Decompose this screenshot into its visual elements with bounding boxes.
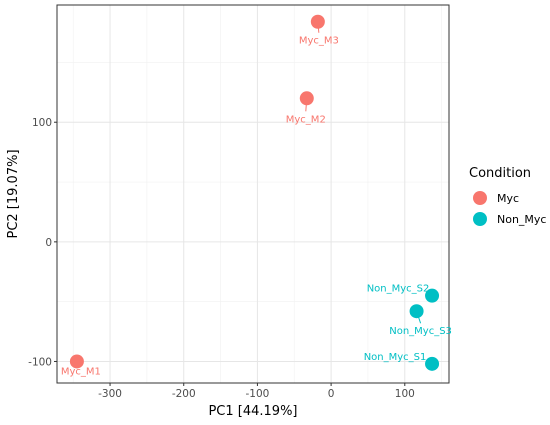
data-point [425, 356, 440, 371]
x-tick-label: 0 [328, 388, 335, 400]
minor-gridlines [57, 5, 449, 383]
x-tick-label: -200 [172, 388, 196, 400]
data-point [299, 91, 314, 106]
y-axis-title: PC2 [19.07%] [6, 149, 21, 238]
legend-title: Condition [469, 166, 531, 181]
y-tick-label: 100 [32, 117, 52, 129]
data-point-label: Non_Myc_S1 [364, 352, 427, 363]
axis-ticks: -300 -200 -100 0 100 -100 0 100 [28, 117, 415, 400]
major-gridlines [57, 5, 449, 383]
legend-key [473, 212, 487, 226]
data-point-label: Myc_M1 [61, 366, 101, 377]
data-points [69, 14, 440, 371]
y-tick-label: 0 [45, 237, 52, 249]
data-point [69, 354, 84, 369]
data-point-label: Myc_M3 [299, 36, 339, 47]
label-leader-lines [305, 21, 422, 324]
y-tick-label: -100 [28, 356, 52, 368]
data-point-labels: Myc_M3 Myc_M2 Myc_M1 Non_Myc_S2 Non_Myc_S3 No… [61, 36, 452, 378]
legend-items: Myc Non_Myc [473, 191, 546, 226]
data-point-label: Non_Myc_S3 [389, 326, 452, 337]
plot-panel-border [56, 4, 450, 384]
legend-label: Non_Myc [497, 213, 546, 226]
data-point [425, 288, 440, 303]
data-point [409, 304, 424, 319]
x-tick-label: 100 [395, 388, 415, 400]
data-point [310, 14, 325, 29]
data-point-label: Non_Myc_S2 [367, 284, 430, 295]
legend-label: Myc [497, 192, 519, 205]
x-tick-label: -100 [245, 388, 269, 400]
legend: Condition Myc Non_Myc [469, 166, 546, 226]
legend-key [473, 191, 487, 205]
x-tick-label: -300 [98, 388, 122, 400]
data-point-label: Myc_M2 [286, 114, 326, 125]
x-axis-title: PC1 [44.19%] [208, 404, 297, 419]
